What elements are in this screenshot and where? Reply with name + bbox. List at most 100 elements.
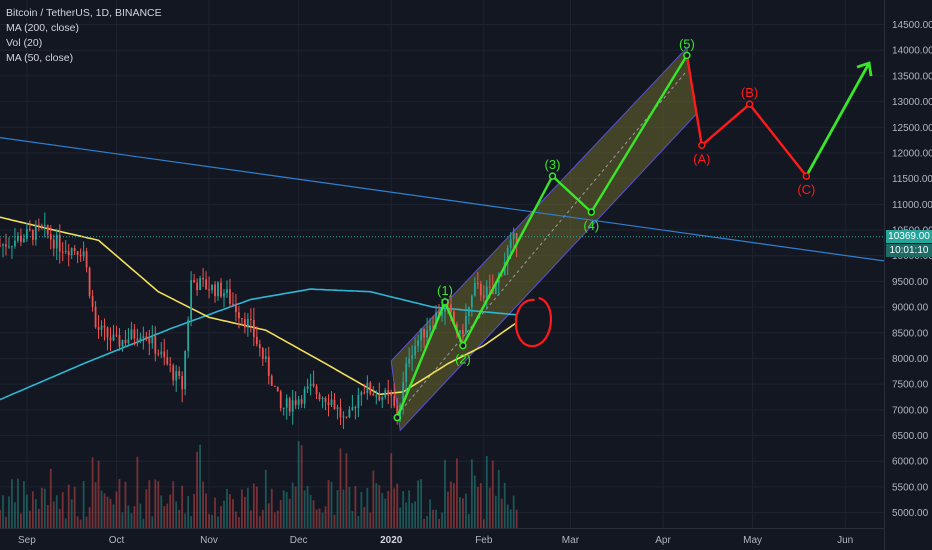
volume-bar [387,490,390,528]
descending-trendline [0,137,885,262]
candle-body [509,239,512,248]
volume-bar [52,501,55,528]
candle-body [172,365,175,381]
volume-bar [378,485,381,528]
candle-body [291,400,294,412]
projection-arrow-line [805,62,871,177]
date-tick-label: 2020 [380,535,403,546]
candle-body [28,228,31,230]
volume-bar [142,518,145,528]
wave-point [745,100,754,108]
candle-body [211,284,213,291]
volume-bar [348,486,351,528]
volume-bar [249,510,252,528]
volume-bar [49,468,52,528]
volume-bar [420,479,422,528]
volume-bar [264,469,267,528]
volume-bar [106,496,109,528]
candle-body [473,282,476,296]
candle-body [70,248,73,256]
candle-body [324,397,327,403]
volume-bar [497,470,500,528]
candle-body [76,251,79,255]
volume-bar [175,501,178,528]
candle-body [348,409,351,418]
volume-bar [369,512,372,528]
volume-bar [276,510,279,528]
volume-bar [509,509,512,528]
candle-body [429,325,431,331]
volume-bar [187,496,190,528]
candle-body [258,344,261,349]
volume-bar [88,507,91,528]
volume-bar [121,512,124,528]
candle-body [17,235,19,241]
volume-bar [76,516,79,528]
date-tick-label: Feb [475,535,493,546]
volume-bar [315,509,318,528]
volume-bar [456,458,458,528]
candle-body [46,224,49,235]
volume-bar [178,509,181,528]
candle-body [178,371,181,376]
candle-body [285,398,288,408]
volume-bar [303,490,306,528]
volume-bar [199,444,201,528]
volume-bar [202,481,204,528]
volume-bar [438,518,440,528]
candle-body [252,319,255,337]
candle-body [261,348,264,359]
date-tick-label: Mar [562,535,580,546]
candle-body [121,339,124,347]
volume-bar [55,495,58,528]
date-tick-label: Apr [655,535,671,546]
wave-point [587,208,596,216]
candle-body [169,364,172,366]
candle-body [20,235,22,242]
volume-bar [22,481,25,528]
volume-bar [494,495,497,528]
volume-bar [306,485,309,528]
volume-bar [31,491,34,528]
volume-bar [223,500,225,528]
candle-body [127,339,130,344]
volume-bar [279,500,282,528]
price-tick-label: 6000.00 [892,457,929,468]
volume-bar [423,518,425,528]
volume-bar [399,507,402,528]
legend-symbol: Bitcoin / TetherUS, 1D, BINANCE [6,7,162,19]
volume-bar [512,495,515,528]
legend-ma50: MA (50, close) [6,52,74,64]
candle-body [85,251,88,268]
volume-bar [414,501,417,528]
volume-bars [0,441,518,528]
volume-bar [255,486,258,528]
price-tick-label: 12000.00 [892,148,932,159]
candle-body [97,327,100,330]
volume-bar [252,483,255,528]
volume-bar [366,487,369,528]
candle-body [309,383,312,387]
volume-bar [17,478,19,528]
volume-bar [14,502,16,528]
candle-body [369,382,372,394]
candle-body [306,386,309,390]
candle-body [88,267,91,296]
projection-arrow-head [856,61,873,77]
volume-bar [235,511,237,528]
volume-bar [157,481,160,528]
volume-bar [46,504,49,528]
volume-bar [503,482,506,528]
candle-body [267,356,270,376]
volume-bar [214,497,216,528]
candle-body [67,251,70,256]
volume-bar [393,488,396,528]
candle-body [112,334,115,341]
candle-body [402,382,405,405]
candle-body [25,228,28,239]
volume-bar [85,516,88,528]
volume-bar [500,498,503,528]
candle-body [470,295,473,307]
volume-bar [103,493,106,528]
